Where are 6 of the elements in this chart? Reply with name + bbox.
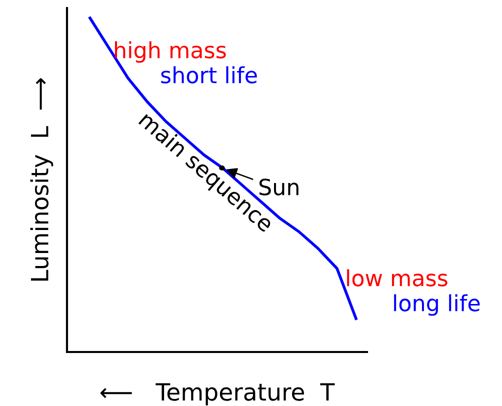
annotation: short life xyxy=(161,66,257,84)
text: long life xyxy=(394,294,480,316)
x-axis-title: ⟵ Temperature T xyxy=(100,383,335,406)
annotation: high mass xyxy=(115,41,226,63)
y-axis-title: Luminosity L ⟶ xyxy=(30,78,54,281)
annotation: low mass xyxy=(347,269,448,286)
